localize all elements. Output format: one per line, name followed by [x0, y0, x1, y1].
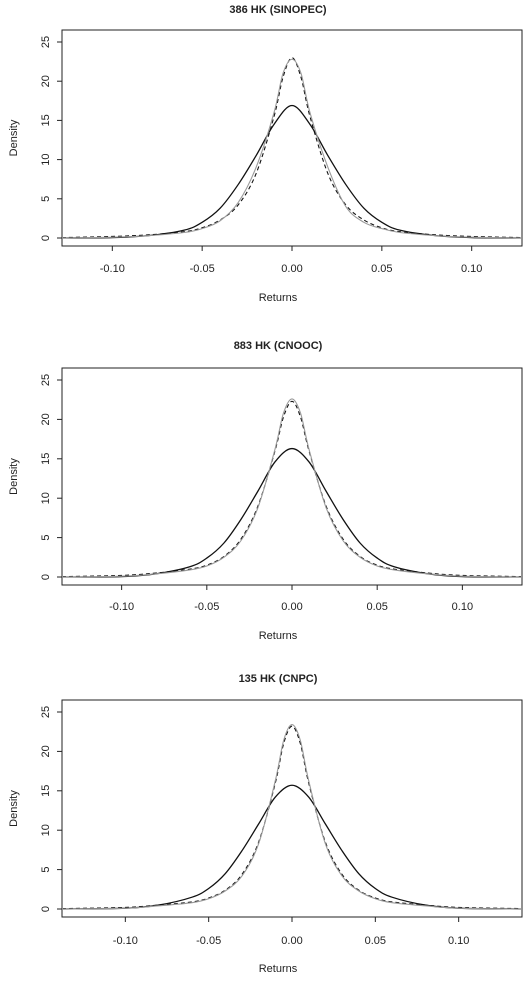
density-curve-dashed-black	[63, 725, 521, 910]
y-tick-label: 5	[40, 196, 52, 202]
y-tick-label: 10	[40, 153, 52, 165]
density-curve-dashed-black	[63, 400, 521, 578]
x-tick-label: -0.05	[194, 601, 219, 613]
y-tick-label: 25	[40, 374, 52, 386]
density-curve-solid-black	[63, 104, 521, 239]
x-tick-label: -0.10	[100, 263, 125, 275]
x-tick-label: 0.05	[371, 263, 392, 275]
chart-title: 386 HK (SINOPEC)	[229, 4, 327, 16]
y-tick-label: 15	[40, 785, 52, 797]
plot-frame	[61, 367, 523, 586]
y-tick-label: 5	[40, 867, 52, 873]
plot-frame	[61, 29, 523, 247]
y-tick-label: 20	[40, 745, 52, 757]
chart-title: 135 HK (CNPC)	[239, 673, 318, 685]
x-tick-label: 0.00	[281, 263, 302, 275]
x-tick-label: 0.10	[461, 263, 482, 275]
density-curve-solid-black	[63, 447, 521, 578]
y-tick-label: 20	[40, 413, 52, 425]
x-tick-label: 0.00	[281, 601, 302, 613]
y-tick-label: 25	[40, 36, 52, 48]
x-tick-label: 0.05	[366, 601, 387, 613]
x-tick-label: 0.10	[452, 601, 473, 613]
chart-panel-1: 386 HK (SINOPEC) 0 5 10 15 20 25 Density -0.10 -0…	[8, 4, 523, 304]
y-tick-label: 25	[40, 706, 52, 718]
plot-frame	[61, 699, 523, 918]
y-axis-label: Density	[8, 458, 20, 495]
y-tick-label: 15	[40, 453, 52, 465]
y-tick-label: 0	[40, 574, 52, 580]
x-axis-label: Returns	[259, 292, 298, 304]
x-tick-label: -0.10	[109, 601, 134, 613]
y-tick-label: 15	[40, 114, 52, 126]
density-curve-solid-gray	[63, 398, 521, 578]
y-tick-label: 10	[40, 824, 52, 836]
x-tick-label: -0.10	[113, 935, 138, 947]
x-tick-label: 0.05	[365, 935, 386, 947]
density-curve-dashed-black	[63, 57, 521, 239]
x-tick-label: -0.05	[196, 935, 221, 947]
x-axis-label: Returns	[259, 963, 298, 975]
x-tick-label: -0.05	[190, 263, 215, 275]
x-tick-label: 0.10	[448, 935, 469, 947]
y-tick-label: 20	[40, 75, 52, 87]
y-axis-label: Density	[8, 790, 20, 827]
chart-panel-2: 883 HK (CNOOC) 0 5 10 15 20 25 Density -0.10 -0.0…	[8, 340, 523, 642]
y-tick-label: 5	[40, 535, 52, 541]
density-curve-solid-gray	[63, 724, 521, 910]
x-tick-label: 0.00	[281, 935, 302, 947]
y-tick-label: 10	[40, 492, 52, 504]
y-axis-label: Density	[8, 119, 20, 156]
chart-panel-3: 135 HK (CNPC) 0 5 10 15 20 25 Density -0.10 -0.05…	[8, 673, 523, 975]
y-tick-label: 0	[40, 906, 52, 912]
density-curve-solid-gray	[63, 58, 521, 239]
density-curve-solid-black	[63, 784, 521, 910]
chart-title: 883 HK (CNOOC)	[234, 340, 323, 352]
x-axis-label: Returns	[259, 630, 298, 642]
y-tick-label: 0	[40, 235, 52, 241]
